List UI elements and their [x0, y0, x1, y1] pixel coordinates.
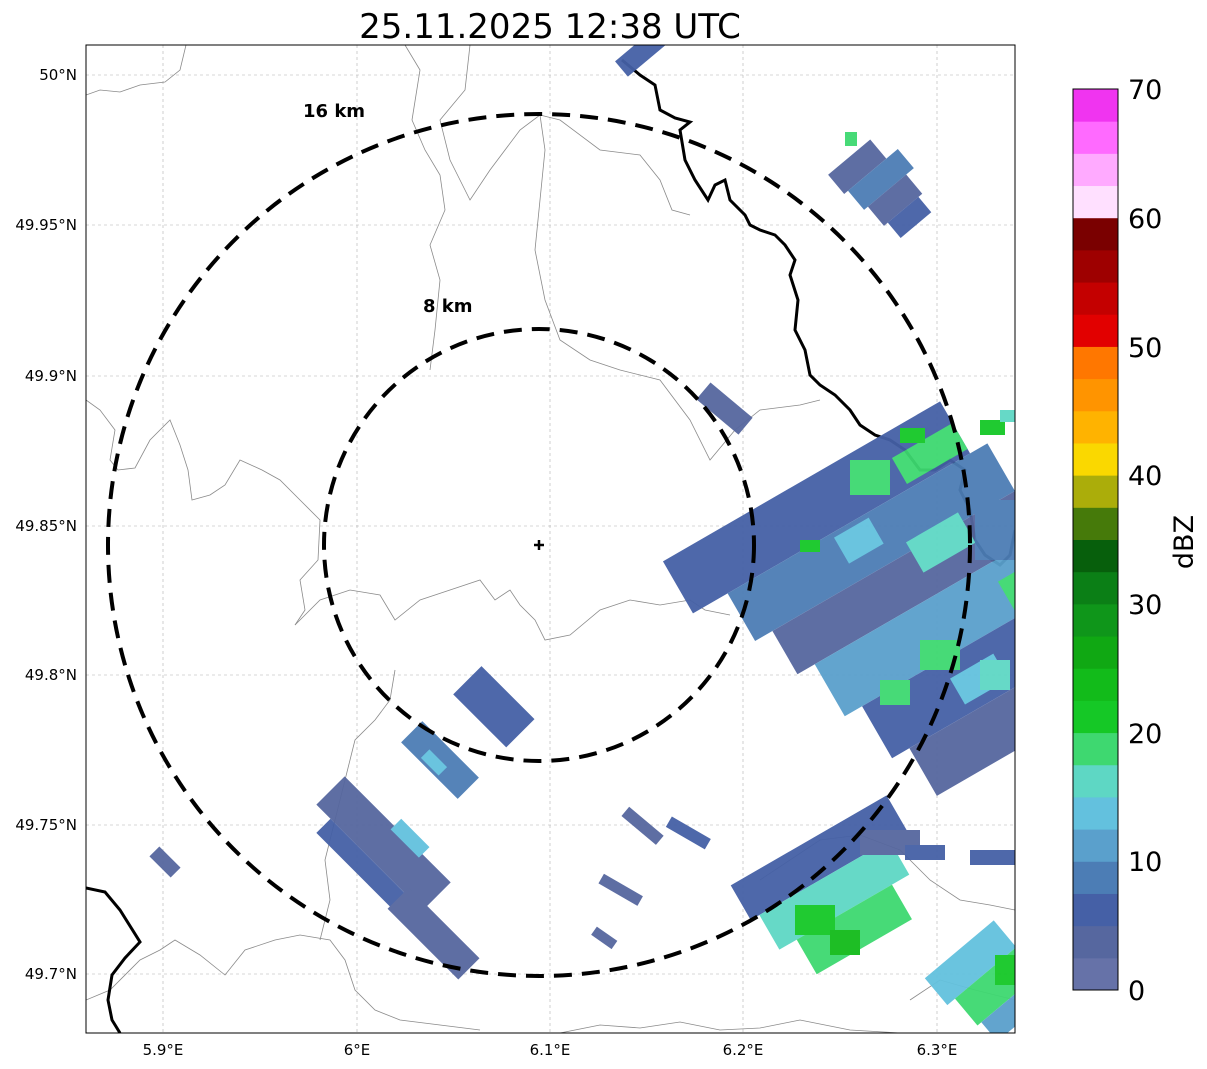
map-frame: 16 km 8 km — [85, 44, 1016, 1034]
colorbar-swatch — [1073, 442, 1118, 476]
colorbar-swatch — [1073, 893, 1118, 927]
colorbar-tick: 70 — [1128, 75, 1162, 106]
colorbar-swatch — [1073, 185, 1118, 219]
colorbar-swatch — [1073, 732, 1118, 766]
ring-16km — [106, 112, 972, 978]
colorbar-tick: 50 — [1128, 333, 1162, 364]
colorbar-tick: 20 — [1128, 719, 1162, 750]
colorbar-swatch — [1073, 378, 1118, 412]
colorbar-tick: 40 — [1128, 461, 1162, 492]
colorbar-swatches — [1073, 89, 1118, 991]
colorbar-ticks: 70 60 50 40 30 20 10 0 — [1128, 75, 1162, 1007]
colorbar-label: dBZ — [1169, 515, 1200, 569]
colorbar-swatch — [1073, 475, 1118, 508]
colorbar-swatch — [1073, 571, 1118, 605]
ring-label-16km: 16 km — [303, 101, 365, 122]
colorbar-swatch — [1073, 121, 1118, 154]
colorbar-swatch — [1073, 314, 1118, 347]
colorbar-swatch — [1073, 957, 1118, 991]
colorbar-swatch — [1073, 507, 1118, 540]
ring-label-8km: 8 km — [423, 296, 473, 317]
y-tick-label: 50°N — [39, 66, 77, 84]
y-tick-label: 49.75°N — [15, 816, 77, 834]
colorbar-swatch — [1073, 925, 1118, 959]
colorbar-border — [1072, 88, 1119, 991]
colorbar-tick: 10 — [1128, 847, 1162, 878]
colorbar-swatch — [1073, 796, 1118, 830]
x-tick-label: 6.1°E — [530, 1041, 571, 1059]
x-axis-labels: 5.9°E 6°E 6.1°E 6.2°E 6.3°E — [143, 1041, 958, 1059]
y-tick-label: 49.95°N — [15, 216, 77, 234]
map-title: 25.11.2025 12:38 UTC — [359, 7, 741, 47]
colorbar-swatch — [1073, 410, 1118, 444]
colorbar-swatch — [1073, 217, 1118, 251]
colorbar-tick: 60 — [1128, 204, 1162, 235]
y-tick-label: 49.7°N — [25, 965, 77, 983]
x-tick-label: 6°E — [344, 1041, 371, 1059]
y-tick-label: 49.8°N — [25, 666, 77, 684]
x-tick-label: 5.9°E — [143, 1041, 184, 1059]
colorbar-swatch — [1073, 861, 1118, 894]
colorbar-swatch — [1073, 539, 1118, 573]
y-tick-label: 49.85°N — [15, 517, 77, 535]
x-tick-label: 6.3°E — [917, 1041, 958, 1059]
x-tick-label: 6.2°E — [723, 1041, 764, 1059]
colorbar-swatch — [1073, 153, 1118, 187]
colorbar-swatch — [1073, 603, 1118, 637]
range-rings — [106, 112, 972, 978]
colorbar-tick: 30 — [1128, 590, 1162, 621]
ring-8km — [322, 327, 756, 763]
y-axis-labels: 50°N 49.95°N 49.9°N 49.85°N 49.8°N 49.75… — [15, 66, 77, 983]
colorbar-swatch — [1073, 89, 1118, 122]
y-tick-label: 49.9°N — [25, 367, 77, 385]
colorbar-swatch — [1073, 282, 1118, 315]
colorbar-swatch — [1073, 668, 1118, 701]
radar-echoes — [149, 45, 1015, 1033]
colorbar-swatch — [1073, 249, 1118, 283]
colorbar-swatch — [1073, 829, 1118, 862]
colorbar-tick: 0 — [1128, 976, 1145, 1007]
colorbar-swatch — [1073, 764, 1118, 798]
map-border — [85, 44, 1016, 1034]
colorbar-swatch — [1073, 636, 1118, 669]
colorbar-swatch — [1073, 700, 1118, 734]
colorbar-swatch — [1073, 346, 1118, 380]
colorbar: 70 60 50 40 30 20 10 0 dBZ — [1072, 75, 1200, 1007]
radar-site-marker — [534, 540, 544, 550]
